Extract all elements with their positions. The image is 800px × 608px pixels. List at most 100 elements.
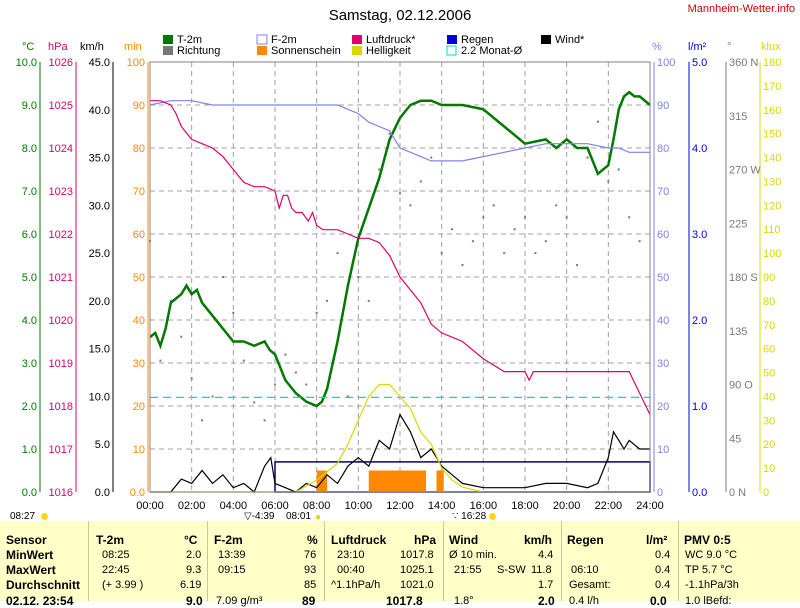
- max-temp-time: 22:45: [102, 564, 130, 576]
- x-tick-label: 18:00: [511, 500, 539, 512]
- unit-sunshine: min: [124, 41, 142, 53]
- unit-pressure: hPa: [48, 41, 68, 53]
- direction-point: [492, 204, 495, 207]
- direction-point: [524, 216, 526, 219]
- y-tick-label-sunshine: 60: [133, 229, 145, 241]
- separator: [324, 521, 325, 601]
- y-tick-label-light: 30: [763, 415, 775, 427]
- unit-direction: °: [727, 41, 731, 53]
- x-tick-label: 10:00: [345, 500, 373, 512]
- y-tick-label-light: 60: [763, 344, 775, 356]
- y-tick-label-pressure: 1023: [49, 186, 73, 198]
- direction-point: [263, 419, 266, 422]
- y-tick-label-humidity: 20: [657, 401, 669, 413]
- y-tick-label-humidity: 90: [657, 100, 669, 112]
- y-tick-label-wind_speed: 15.0: [89, 344, 110, 356]
- unit-light: klux: [761, 41, 781, 53]
- unit-humidity: %: [652, 41, 662, 53]
- y-tick-label-wind_speed: 30.0: [89, 200, 110, 212]
- site-link[interactable]: Mannheim-Wetter.info: [688, 3, 795, 15]
- max-rain-value: 0.4: [655, 564, 671, 576]
- max-pressure-value: 1025.1: [400, 564, 434, 576]
- direction-point: [503, 252, 506, 255]
- header-humidity: F-2m: [214, 533, 243, 547]
- current-rain-rate: 0.4 l/h: [569, 595, 599, 607]
- y-tick-label-pressure: 1024: [49, 143, 73, 155]
- direction-point: [628, 216, 631, 219]
- legend-label-f2m: F-2m: [271, 34, 297, 46]
- sunset-time: ∵ 16:28: [452, 511, 487, 522]
- min-humidity-value: 76: [304, 549, 317, 561]
- y-tick-label-wind_speed: 25.0: [89, 248, 110, 260]
- x-tick-label: 06:00: [261, 500, 289, 512]
- y-tick-label-light: 50: [763, 368, 775, 380]
- row-label-min: MinWert: [6, 548, 54, 562]
- legend: T-2m F-2m Luftdruck* Regen Wind* Richtun…: [163, 34, 585, 57]
- axis-lines: [39, 62, 761, 492]
- header-wind: Wind: [449, 533, 479, 547]
- y-tick-label-wind_speed: 5.0: [95, 439, 110, 451]
- y-tick-label-light: 120: [763, 200, 781, 212]
- direction-point: [534, 252, 537, 255]
- y-tick-label-pressure: 1018: [49, 401, 73, 413]
- direction-point: [586, 156, 589, 159]
- current-wind-value: 2.0: [538, 594, 555, 608]
- direction-point: [201, 419, 204, 422]
- current-humidity-value: 89: [302, 594, 316, 608]
- direction-point: [471, 240, 474, 243]
- legend-label-direction: Richtung: [177, 45, 220, 57]
- rain-total-label: Gesamt:: [569, 579, 611, 591]
- y-tick-label-pressure: 1017: [49, 444, 73, 456]
- pmv-dewpoint: TP 5.7 °C: [685, 564, 733, 576]
- y-tick-label-temp: 8.0: [22, 143, 37, 155]
- y-tick-label-direction: 90 O: [729, 380, 753, 392]
- min-temp-value: 2.0: [186, 549, 202, 561]
- y-tick-label-sunshine: 90: [133, 100, 145, 112]
- y-tick-label-light: 170: [763, 81, 781, 93]
- y-tick-label-direction: 0 N: [729, 487, 746, 499]
- x-tick-label: 14:00: [428, 500, 456, 512]
- sunshine-bar: [368, 470, 427, 492]
- x-tick-label: 04:00: [220, 500, 248, 512]
- y-tick-label-pressure: 1026: [49, 57, 73, 69]
- y-tick-label-temp: 5.0: [22, 272, 37, 284]
- direction-point: [294, 371, 297, 374]
- direction-point: [253, 401, 256, 404]
- axis-ticks: 00:00 02:00 04:00 06:00 08:00 10:00 12:00 14:00…: [16, 57, 782, 512]
- y-tick-label-light: 90: [763, 272, 775, 284]
- row-label-current: 02.12. 23:54: [6, 594, 74, 608]
- separator: [207, 521, 208, 601]
- legend-label-wind: Wind*: [555, 34, 585, 46]
- header-humidity-unit: %: [307, 533, 318, 547]
- direction-point: [388, 132, 391, 135]
- max-humidity-value: 93: [304, 564, 317, 576]
- direction-point: [544, 240, 547, 243]
- current-rain-value: 0.0: [650, 594, 667, 608]
- data-series: [149, 90, 651, 493]
- y-tick-label-light: 130: [763, 176, 781, 188]
- weather-chart: Samstag, 02.12.2006 Mannheim-Wetter.info…: [15, 3, 795, 512]
- min-wind-label: Ø 10 min.: [449, 549, 497, 561]
- y-tick-label-direction: 135: [729, 326, 747, 338]
- y-tick-label-light: 40: [763, 391, 775, 403]
- max-rain-time: 06:10: [571, 564, 599, 576]
- statistics-panel: Sensor T-2m °C F-2m % Luftdruck hPa Wind…: [0, 521, 800, 607]
- max-temp-value: 9.3: [186, 564, 202, 576]
- unit-temp: °C: [22, 41, 34, 53]
- y-tick-label-rain: 5.0: [692, 57, 707, 69]
- y-tick-label-wind_speed: 10.0: [89, 391, 110, 403]
- header-rain: Regen: [567, 533, 604, 547]
- y-tick-label-temp: 10.0: [16, 57, 37, 69]
- legend-swatch-brightness: [352, 46, 362, 55]
- direction-point: [274, 383, 276, 386]
- y-tick-label-humidity: 0: [657, 487, 663, 499]
- series-line-helligkeit: [150, 383, 650, 493]
- series-line-wind: [150, 413, 650, 493]
- direction-point: [596, 120, 599, 123]
- direction-point: [315, 311, 318, 314]
- y-tick-label-sunshine: 70: [133, 186, 145, 198]
- legend-swatch-t2m: [163, 35, 173, 44]
- x-tick-label: 24:00: [636, 500, 664, 512]
- min-temp-time: 08:25: [102, 549, 130, 561]
- y-tick-label-temp: 4.0: [22, 315, 37, 327]
